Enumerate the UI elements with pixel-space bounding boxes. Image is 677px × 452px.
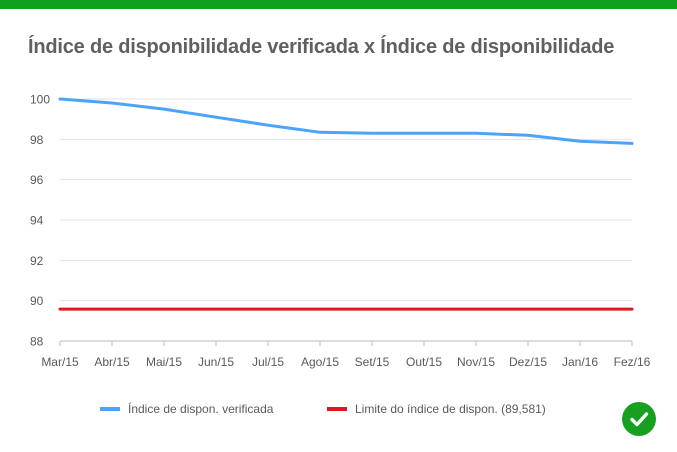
- legend-label-verified: Índice de dispon. verificada: [128, 402, 274, 416]
- x-tick-label: Nov/15: [457, 355, 495, 369]
- check-circle-icon: [622, 402, 656, 436]
- y-tick-label: 92: [30, 254, 44, 268]
- y-tick-label: 100: [30, 93, 50, 107]
- y-tick-label: 96: [30, 173, 44, 187]
- chart-legend: Índice de dispon. verificada Limite do í…: [0, 402, 677, 422]
- x-tick-label: Mai/15: [146, 355, 182, 369]
- checkmark-glyph: [630, 412, 649, 427]
- x-tick-label: Dez/15: [509, 355, 547, 369]
- top-accent-bar: [0, 0, 677, 9]
- x-tick-label: Mar/15: [41, 355, 79, 369]
- x-tick-label: Jul/15: [252, 355, 284, 369]
- y-tick-label: 90: [30, 294, 44, 308]
- legend-swatch-verified: [100, 407, 120, 411]
- x-tick-label: Jan/16: [562, 355, 598, 369]
- x-tick-label: Fez/16: [614, 355, 651, 369]
- chart-title: Índice de disponibilidade verificada x Í…: [28, 36, 615, 58]
- legend-item-limit[interactable]: Limite do índice de dispon. (89,581): [327, 402, 546, 416]
- y-tick-label: 94: [30, 214, 44, 228]
- legend-item-verified[interactable]: Índice de dispon. verificada: [100, 402, 273, 416]
- legend-swatch-limit: [327, 407, 347, 411]
- x-tick-label: Jun/15: [198, 355, 234, 369]
- x-tick-label: Abr/15: [94, 355, 130, 369]
- series-line-verified: [58, 97, 634, 145]
- x-tick-label: Set/15: [355, 355, 390, 369]
- legend-label-limit: Limite do índice de dispon. (89,581): [355, 402, 546, 416]
- y-tick-label: 98: [30, 133, 44, 147]
- x-tick-label: Ago/15: [301, 355, 339, 369]
- x-tick-label: Out/15: [406, 355, 442, 369]
- y-tick-label: 88: [30, 335, 44, 349]
